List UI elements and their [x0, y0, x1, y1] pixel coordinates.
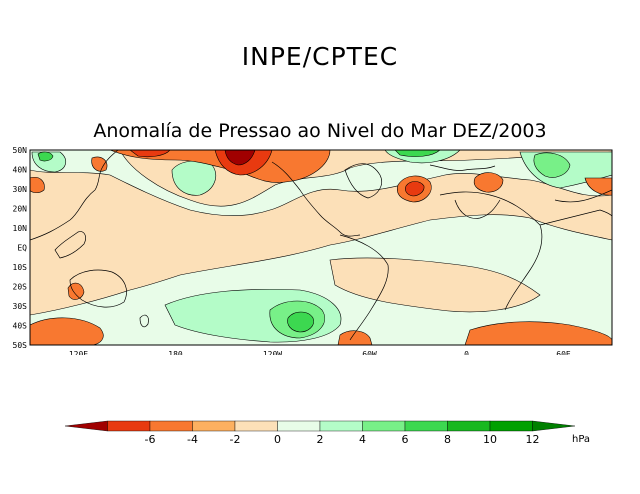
lat-tick-label: 50S	[13, 341, 28, 350]
lat-tick-label: 40S	[13, 322, 28, 331]
lon-axis: 120E 180 120W 60W 0 60E	[69, 350, 571, 355]
colorbar-tick-label: 6	[402, 433, 409, 446]
region-neg-2-4-australia	[67, 282, 85, 300]
region-pos-6-8-east-asia	[37, 151, 54, 162]
colorbar-segment	[277, 420, 321, 432]
colorbar-segment	[192, 420, 236, 432]
lat-tick-label: EQ	[17, 244, 27, 253]
colorbar-tick-label: -2	[230, 433, 241, 446]
region-pos-6-8-south-pacific	[287, 311, 314, 333]
colorbar-tick-label: 10	[483, 433, 497, 446]
colorbar-tick-label: 0	[274, 433, 281, 446]
lat-tick-label: 40N	[13, 166, 28, 175]
colorbar-tick-label: -6	[145, 433, 156, 446]
lon-tick-label: 60E	[556, 350, 571, 355]
colorbar-segment	[489, 420, 533, 432]
colorbar-unit: hPa	[572, 434, 590, 445]
colorbar-segment	[447, 420, 491, 432]
map-frame	[29, 149, 613, 346]
colorbar-segment	[149, 420, 193, 432]
map-title: Anomalía de Pressao ao Nivel do Mar DEZ/…	[93, 120, 547, 142]
region-neg-0-2-south-atlantic	[329, 257, 541, 313]
lat-axis: 50N 40N 30N 20N 10N EQ 10S 20S 30S 40S 50S	[13, 146, 28, 350]
lat-tick-label: 10S	[13, 263, 28, 272]
colorbar-tick-label: 12	[526, 433, 540, 446]
colorbar: -6 -4 -2 0 2 4 6 8 10 12 hPa	[64, 420, 590, 446]
header-title: INPE/CPTEC	[241, 42, 399, 71]
colorbar-ticks: -6 -4 -2 0 2 4 6 8 10 12	[145, 433, 540, 446]
colorbar-tick-label: 8	[444, 433, 451, 446]
colorbar-tick-label: -4	[187, 433, 198, 446]
lon-tick-label: 0	[464, 350, 469, 355]
lat-tick-label: 50N	[13, 146, 28, 155]
lon-tick-label: 120E	[69, 350, 88, 355]
region-pos-4-6-asia	[533, 152, 571, 178]
lon-tick-label: 60W	[362, 350, 377, 355]
colorbar-segment	[319, 420, 363, 432]
region-neg-6-less-aleutian	[224, 150, 256, 166]
lat-tick-label: 30N	[13, 185, 28, 194]
colorbar-segment	[404, 420, 448, 432]
region-neg-2-4-japan	[91, 156, 108, 172]
colorbar-segment	[362, 420, 406, 432]
colorbar-segment	[234, 420, 278, 432]
region-neg-2-4-mediterranean	[473, 172, 504, 193]
lat-tick-label: 20S	[13, 283, 28, 292]
region-neg-4-6-north-atlantic	[405, 181, 425, 197]
region-neg-2-4-east-asia-north	[30, 177, 45, 194]
colorbar-segment	[107, 420, 151, 432]
region-pos-0-2-north	[30, 150, 612, 217]
colorbar-tick-label: 2	[317, 433, 324, 446]
colorbar-segments	[64, 420, 576, 432]
lat-tick-label: 10N	[13, 224, 28, 233]
coastlines	[30, 150, 612, 341]
colorbar-segment	[64, 420, 108, 432]
region-neg-2-4-south-america	[337, 330, 373, 345]
lon-tick-label: 120W	[263, 350, 282, 355]
lon-tick-label: 180	[168, 350, 183, 355]
colorbar-tick-label: 4	[359, 433, 366, 446]
lat-tick-label: 30S	[13, 302, 28, 311]
lat-tick-label: 20N	[13, 205, 28, 214]
region-neg-2-4-east-asia	[584, 177, 612, 196]
anomaly-map: 50N 40N 30N 20N 10N EQ 10S 20S 30S 40S 50S 120E 180…	[13, 146, 613, 355]
colorbar-segment	[532, 420, 576, 432]
